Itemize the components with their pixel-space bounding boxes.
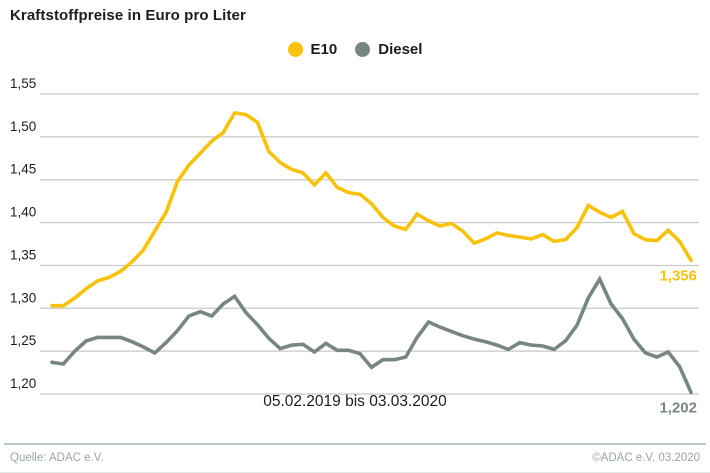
footer-source: Quelle: ADAC e.V. bbox=[10, 452, 104, 464]
y-tick-label: 1,20 bbox=[10, 376, 36, 391]
footer-divider bbox=[4, 443, 706, 445]
chart-svg: 1,55 1,50 1,45 1,40 1,35 1,30 1,25 1,20 1,356 1,2… bbox=[10, 76, 699, 416]
legend: E10 Diesel bbox=[0, 41, 710, 58]
y-tick-label: 1,55 bbox=[10, 76, 36, 91]
series-line-diesel bbox=[50, 275, 693, 395]
series-line-e10 bbox=[50, 110, 693, 308]
end-value-label-e10: 1,356 bbox=[659, 267, 697, 284]
y-tick-label: 1,45 bbox=[10, 162, 36, 177]
legend-label-diesel: Diesel bbox=[378, 41, 423, 58]
footer: Quelle: ADAC e.V. ©ADAC e.V. 03.2020 bbox=[10, 452, 700, 464]
x-axis-caption: 05.02.2019 bis 03.03.2020 bbox=[263, 393, 447, 410]
footer-copyright: ©ADAC e.V. 03.2020 bbox=[592, 452, 700, 464]
legend-item-diesel: Diesel bbox=[355, 41, 422, 58]
end-value-label-diesel: 1,202 bbox=[659, 399, 697, 416]
page-title: Kraftstoffpreise in Euro pro Liter bbox=[10, 7, 246, 24]
y-tick-label: 1,25 bbox=[10, 333, 36, 348]
e10-color-dot-icon bbox=[287, 42, 303, 57]
legend-item-e10: E10 bbox=[287, 41, 338, 58]
y-tick-label: 1,40 bbox=[10, 205, 36, 220]
y-tick-label: 1,35 bbox=[10, 247, 36, 262]
diesel-color-dot-icon bbox=[355, 42, 371, 57]
legend-label-e10: E10 bbox=[310, 41, 338, 58]
y-tick-label: 1,50 bbox=[10, 119, 36, 134]
y-tick-label: 1,30 bbox=[10, 290, 36, 305]
